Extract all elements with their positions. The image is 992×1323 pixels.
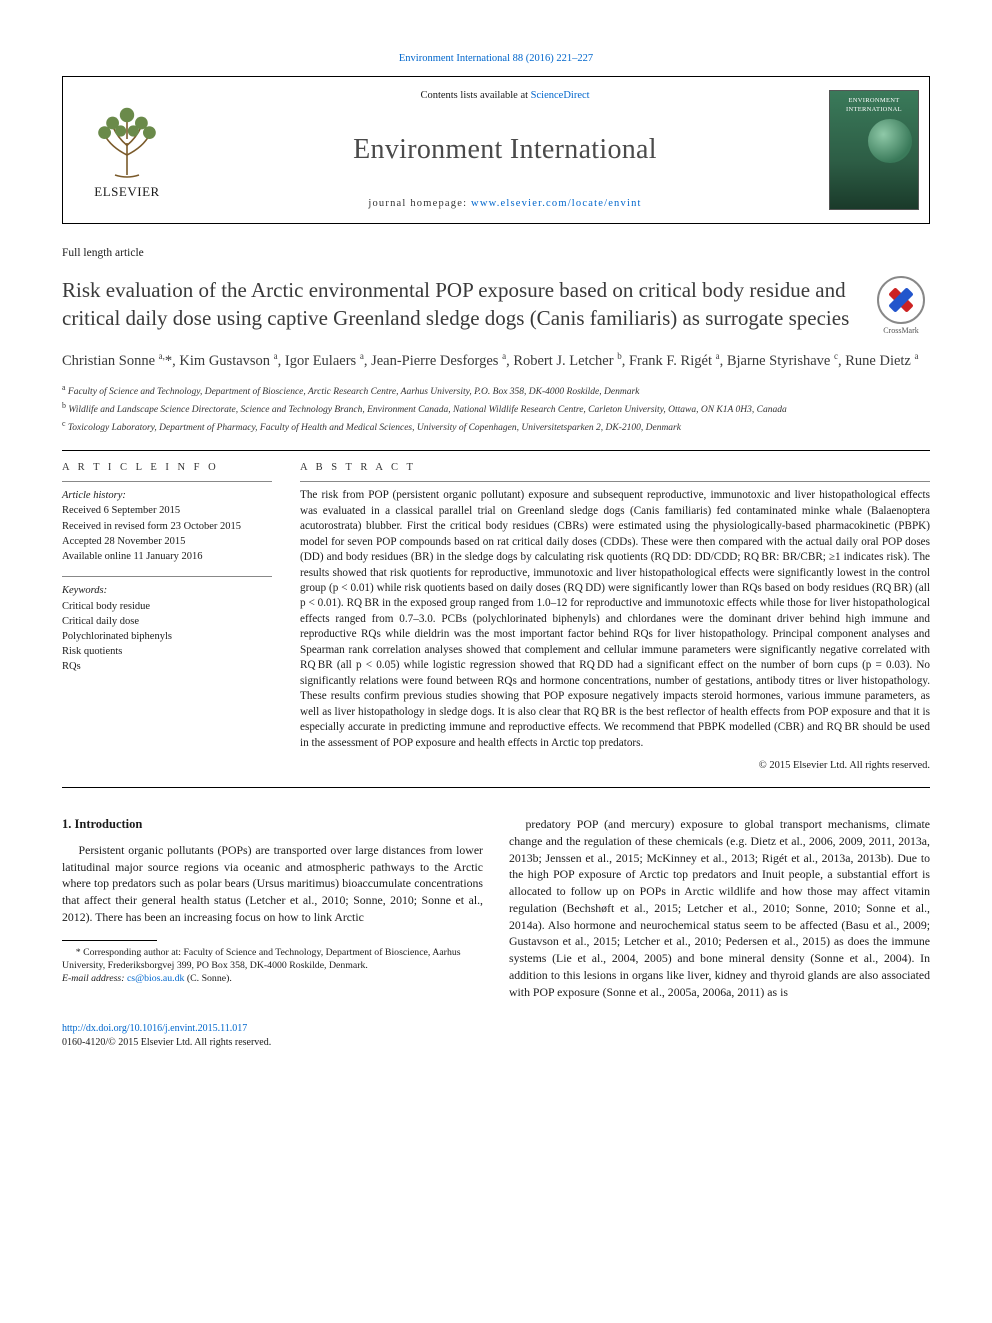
doi-block: http://dx.doi.org/10.1016/j.envint.2015.… bbox=[62, 1022, 930, 1049]
journal-name: Environment International bbox=[353, 131, 657, 169]
publisher-label: ELSEVIER bbox=[94, 183, 159, 201]
divider bbox=[62, 576, 272, 577]
body-paragraph: predatory POP (and mercury) exposure to … bbox=[509, 816, 930, 1000]
article-info-column: A R T I C L E I N F O Article history: R… bbox=[62, 461, 272, 773]
abstract-text: The risk from POP (persistent organic po… bbox=[300, 488, 930, 751]
abstract-heading: A B S T R A C T bbox=[300, 461, 930, 475]
history-line: Available online 11 January 2016 bbox=[62, 549, 272, 564]
footnotes: * Corresponding author at: Faculty of Sc… bbox=[62, 946, 483, 986]
keyword: RQs bbox=[62, 659, 272, 674]
affiliation-line: a Faculty of Science and Technology, Dep… bbox=[62, 382, 930, 400]
divider bbox=[62, 450, 930, 451]
journal-homepage: journal homepage: www.elsevier.com/locat… bbox=[368, 197, 641, 211]
elsevier-tree-icon bbox=[87, 99, 167, 179]
affiliation-line: b Wildlife and Landscape Science Directo… bbox=[62, 400, 930, 418]
keyword: Risk quotients bbox=[62, 644, 272, 659]
article-title: Risk evaluation of the Arctic environmen… bbox=[62, 276, 872, 332]
article-info-heading: A R T I C L E I N F O bbox=[62, 461, 272, 475]
divider bbox=[62, 481, 272, 482]
email-who: (C. Sonne). bbox=[187, 973, 232, 984]
sciencedirect-link[interactable]: ScienceDirect bbox=[531, 90, 590, 101]
keyword: Critical daily dose bbox=[62, 614, 272, 629]
affiliations: a Faculty of Science and Technology, Dep… bbox=[62, 382, 930, 436]
top-citation: Environment International 88 (2016) 221–… bbox=[62, 52, 930, 66]
homepage-link[interactable]: www.elsevier.com/locate/envint bbox=[471, 198, 642, 209]
cover-cell: ENVIRONMENT INTERNATIONAL bbox=[819, 77, 929, 223]
header-center: Contents lists available at ScienceDirec… bbox=[191, 77, 819, 223]
history-line: Received in revised form 23 October 2015 bbox=[62, 519, 272, 534]
divider bbox=[62, 787, 930, 788]
homepage-prefix: journal homepage: bbox=[368, 198, 471, 209]
journal-cover-thumb: ENVIRONMENT INTERNATIONAL bbox=[829, 90, 919, 210]
contents-list: Contents lists available at ScienceDirec… bbox=[420, 89, 589, 103]
publisher-logo-cell: ELSEVIER bbox=[63, 77, 191, 223]
body-paragraph: Persistent organic pollutants (POPs) are… bbox=[62, 842, 483, 926]
crossmark[interactable]: CrossMark bbox=[872, 276, 930, 337]
issn-copyright: 0160-4120/© 2015 Elsevier Ltd. All right… bbox=[62, 1037, 271, 1048]
cover-title: ENVIRONMENT INTERNATIONAL bbox=[830, 97, 918, 115]
abstract-column: A B S T R A C T The risk from POP (persi… bbox=[300, 461, 930, 773]
article-type: Full length article bbox=[62, 246, 930, 262]
journal-header: ELSEVIER Contents lists available at Sci… bbox=[62, 76, 930, 224]
contents-prefix: Contents lists available at bbox=[420, 90, 530, 101]
email-label: E-mail address: bbox=[62, 973, 125, 984]
section-heading-intro: 1. Introduction bbox=[62, 816, 483, 834]
keywords-label: Keywords: bbox=[62, 583, 272, 598]
article-history: Article history: Received 6 September 20… bbox=[62, 488, 272, 564]
divider bbox=[300, 481, 930, 482]
crossmark-label: CrossMark bbox=[872, 326, 930, 337]
history-line: Received 6 September 2015 bbox=[62, 503, 272, 518]
doi-link[interactable]: http://dx.doi.org/10.1016/j.envint.2015.… bbox=[62, 1023, 247, 1034]
abstract-copyright: © 2015 Elsevier Ltd. All rights reserved… bbox=[300, 759, 930, 773]
keyword: Polychlorinated biphenyls bbox=[62, 629, 272, 644]
crossmark-icon bbox=[877, 276, 925, 324]
email-line: E-mail address: cs@bios.au.dk (C. Sonne)… bbox=[62, 972, 483, 985]
authors: Christian Sonne a,*, Kim Gustavson a, Ig… bbox=[62, 350, 930, 372]
keyword: Critical body residue bbox=[62, 599, 272, 614]
citation-link[interactable]: Environment International 88 (2016) 221–… bbox=[399, 53, 593, 64]
author-email-link[interactable]: cs@bios.au.dk bbox=[127, 973, 184, 984]
history-line: Accepted 28 November 2015 bbox=[62, 534, 272, 549]
body-columns: 1. Introduction Persistent organic pollu… bbox=[62, 816, 930, 1000]
footnote-divider bbox=[62, 940, 157, 941]
affiliation-line: c Toxicology Laboratory, Department of P… bbox=[62, 418, 930, 436]
history-label: Article history: bbox=[62, 488, 272, 503]
corresponding-author: * Corresponding author at: Faculty of Sc… bbox=[62, 946, 483, 972]
keywords: Keywords: Critical body residueCritical … bbox=[62, 583, 272, 674]
